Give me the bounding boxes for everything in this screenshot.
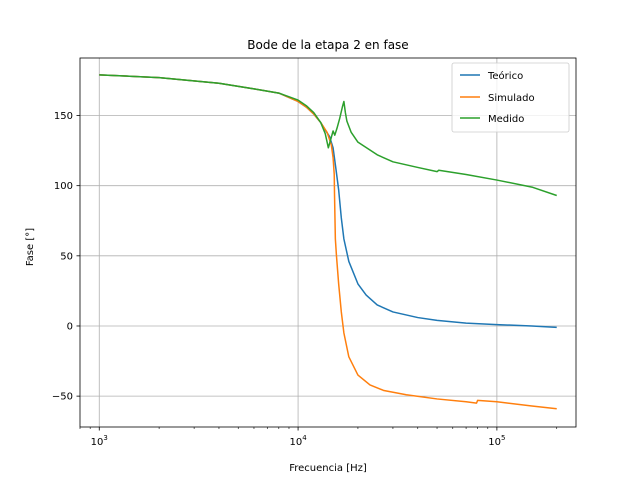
legend: Teórico Simulado Medido (451, 62, 570, 133)
legend-label-teorico: Teórico (487, 70, 523, 82)
legend-label-medido: Medido (488, 114, 524, 125)
x-tick-label: 103 (91, 434, 108, 448)
tick-layer: 103 104 105 −50 0 50 100 150 (52, 111, 558, 448)
legend-label-simulado: Simulado (488, 93, 535, 104)
series-layer (99, 74, 557, 410)
series-medido (99, 74, 557, 197)
legend-box (451, 62, 570, 133)
y-tick-label: −50 (52, 392, 73, 403)
y-tick-label: 50 (60, 251, 73, 262)
x-tick-label: 105 (488, 434, 505, 448)
y-tick-label: 150 (54, 111, 73, 122)
plot-frame (79, 57, 577, 428)
x-axis-label: Frecuencia [Hz] (289, 463, 367, 474)
series-simulado (99, 74, 557, 410)
y-tick-label: 0 (67, 321, 73, 332)
y-axis-label: Fase [°] (25, 228, 36, 266)
x-tick-label: 104 (289, 434, 307, 448)
y-tick-label: 100 (54, 181, 73, 192)
chart-title: Bode de la etapa 2 en fase (247, 38, 408, 52)
